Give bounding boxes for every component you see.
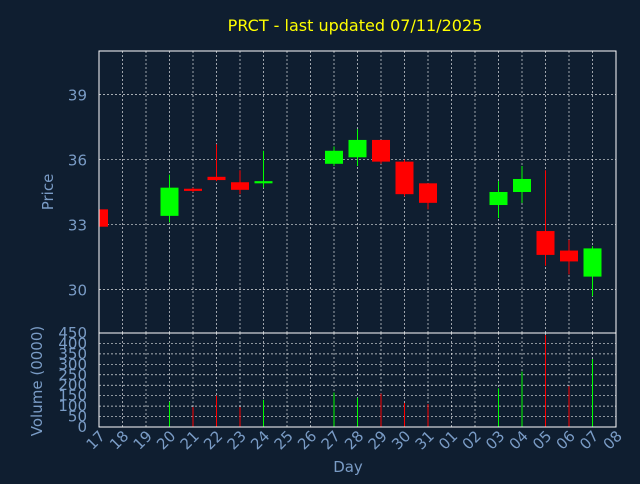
candle-body (372, 139, 390, 162)
x-tick-label: 24 (247, 427, 273, 453)
x-tick-label: 27 (318, 427, 344, 453)
candle-body (231, 182, 249, 190)
candle (160, 174, 179, 223)
candle (560, 239, 578, 275)
price-tick-label: 36 (68, 151, 87, 169)
x-tick-label: 03 (482, 427, 508, 453)
candle-body (536, 231, 555, 255)
x-tick-label: 07 (576, 427, 602, 453)
volume-tick-label: 100 (58, 397, 87, 415)
candles (98, 129, 602, 297)
candle (372, 139, 390, 164)
volume-tick-label: 50 (68, 408, 87, 426)
candle-body (560, 250, 578, 262)
x-tick-label: 30 (388, 427, 414, 453)
x-tick-label: 08 (600, 427, 626, 453)
price-axis-label: Price (39, 174, 57, 211)
candle (325, 146, 343, 166)
x-tick-label: 05 (529, 427, 555, 453)
volume-tick-label: 300 (58, 355, 87, 373)
candle (231, 170, 249, 195)
x-tick-label: 04 (506, 427, 532, 453)
volume-tick-label: 350 (58, 345, 87, 363)
x-tick-label: 25 (271, 427, 297, 453)
x-tick-label: 20 (153, 427, 179, 453)
x-tick-label: 29 (365, 427, 391, 453)
candle (513, 165, 531, 203)
x-tick-label: 23 (224, 427, 250, 453)
candle-body (583, 248, 602, 277)
price-tick-labels: 30 33 36 39 (68, 86, 87, 299)
x-tick-label: 01 (435, 427, 461, 453)
candle-body (160, 187, 179, 216)
x-tick-label: 21 (177, 427, 203, 453)
candle (254, 150, 273, 188)
candle-body (254, 181, 273, 184)
x-tick-label: 06 (553, 427, 579, 453)
x-tick-label: 28 (341, 427, 367, 453)
candle (184, 187, 202, 192)
x-tick-label: 22 (200, 427, 226, 453)
candle-body (348, 139, 367, 158)
chart-title: PRCT - last updated 07/11/2025 (228, 16, 483, 35)
candle (583, 246, 602, 297)
candle-body (325, 150, 343, 164)
candle (395, 159, 414, 197)
price-tick-label: 30 (68, 282, 87, 300)
candle (489, 181, 508, 219)
candle-body (395, 161, 414, 195)
candle-body (489, 192, 508, 206)
candle-body (207, 176, 226, 181)
x-tick-labels: 1718192021222324252627282930310102030405… (83, 427, 626, 453)
candle-body (99, 209, 108, 227)
price-tick-label: 33 (68, 217, 87, 235)
x-tick-label: 18 (106, 427, 132, 453)
candle (207, 144, 226, 182)
volume-bars (169, 335, 593, 427)
volume-tick-label: 0 (77, 418, 87, 436)
candle (98, 209, 108, 227)
volume-axis-label: Volume (0000) (28, 326, 46, 436)
volume-tick-label: 400 (58, 334, 87, 352)
volume-tick-label: 450 (58, 324, 87, 342)
x-tick-label: 19 (130, 427, 156, 453)
candle-body (419, 183, 437, 203)
candle-body (513, 178, 531, 192)
x-tick-label: 02 (459, 427, 485, 453)
volume-panel-frame (98, 332, 617, 428)
x-axis-label: Day (333, 458, 363, 476)
volume-tick-label: 250 (58, 366, 87, 384)
candle-body (184, 188, 202, 191)
x-tick-label: 26 (294, 427, 320, 453)
candle (536, 170, 555, 266)
candle (419, 183, 437, 210)
x-tick-label: 31 (412, 427, 438, 453)
candle (348, 129, 367, 166)
volume-tick-label: 150 (58, 387, 87, 405)
volume-tick-label: 200 (58, 376, 87, 394)
price-tick-label: 39 (68, 86, 87, 104)
